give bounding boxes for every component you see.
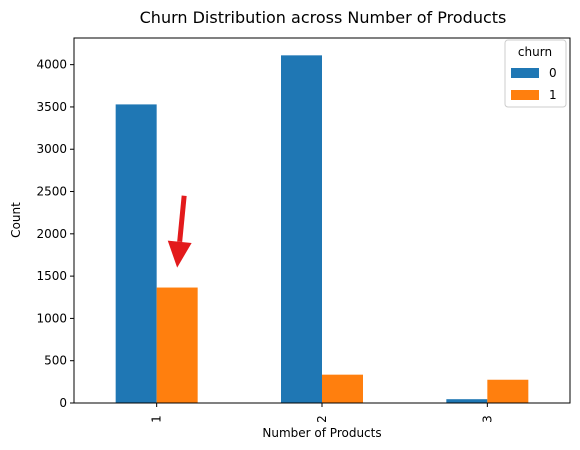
plot-area: 0 500 1000 1500 2000 2500 3000 3500 4000 1 2 3 [36, 55, 529, 423]
y-tick-label-3000: 3000 [36, 142, 67, 156]
y-tick-label-500: 500 [44, 354, 67, 368]
y-tick-label-4000: 4000 [36, 58, 67, 72]
y-axis-label: Count [9, 202, 23, 238]
bar-series-1-cat-2 [322, 374, 363, 403]
plot-frame [73, 37, 571, 404]
y-tick-label-2500: 2500 [36, 185, 67, 199]
annotation-arrow-head [167, 240, 192, 268]
legend-label-0: 0 [549, 66, 557, 80]
legend-swatch-1 [511, 90, 539, 100]
bar-series-1-cat-3 [487, 379, 529, 403]
x-axis-label: Number of Products [262, 426, 381, 440]
x-tick-label-3: 3 [480, 415, 494, 423]
x-tick-label-2: 2 [315, 415, 329, 423]
annotation-arrow-shaft [177, 195, 187, 243]
legend-label-1: 1 [549, 88, 557, 102]
legend: churn 0 1 [504, 39, 567, 108]
bar-series-0-cat-3 [446, 399, 488, 403]
bar-series-0-cat-2 [281, 55, 322, 404]
x-tick-label-1: 1 [150, 415, 164, 423]
y-tick-label-0: 0 [59, 396, 67, 410]
y-tick-label-1500: 1500 [36, 269, 67, 283]
bar-series-1-cat-1 [156, 287, 198, 403]
y-tick-label-1000: 1000 [36, 311, 67, 325]
bar-series-0-cat-1 [115, 104, 157, 403]
y-tick-label-2000: 2000 [36, 227, 67, 241]
y-tick-label-3500: 3500 [36, 100, 67, 114]
chart-title: Churn Distribution across Number of Prod… [140, 8, 507, 27]
legend-title: churn [518, 45, 552, 59]
legend-swatch-0 [511, 68, 539, 78]
